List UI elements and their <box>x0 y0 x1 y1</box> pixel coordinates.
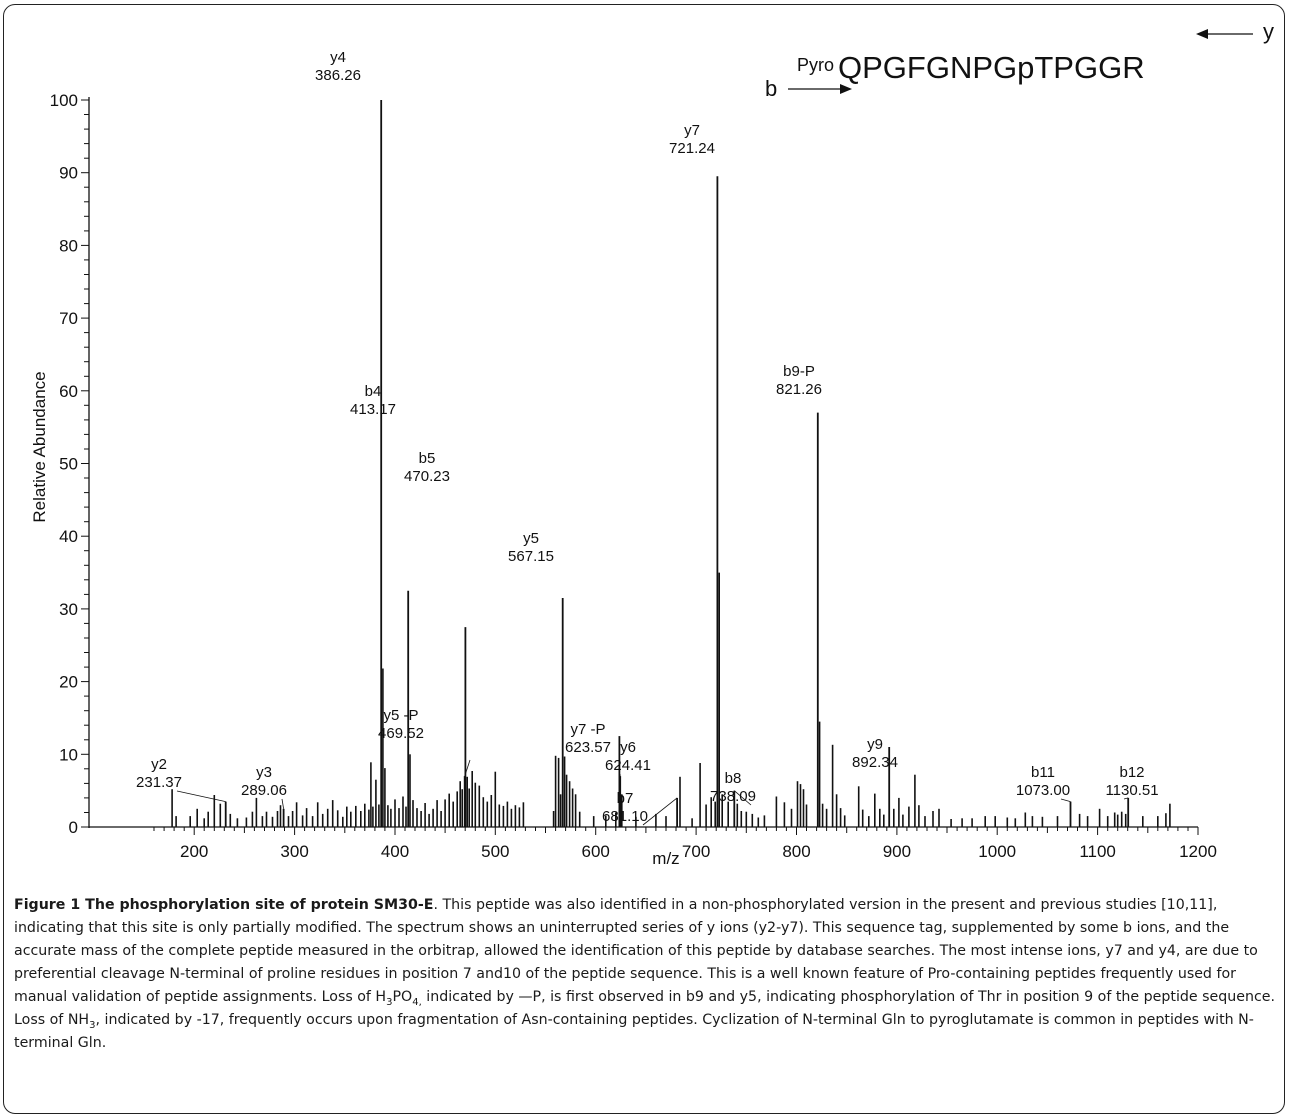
peak-mz-y3: 289.06 <box>241 782 287 799</box>
peak-leader-y5-p <box>464 759 471 777</box>
peak-label-y9: y9 <box>867 736 883 753</box>
figure-frame <box>3 4 1285 1114</box>
x-axis-title: m/z <box>652 849 679 868</box>
spectrum-peaks <box>171 100 1171 827</box>
y-axis-title: Relative Abundance <box>30 371 49 522</box>
y-tick-label: 50 <box>59 455 78 474</box>
peak-label-y7: y7 <box>684 122 700 139</box>
y-tick-label: 10 <box>59 745 78 764</box>
caption-text-3: , indicated by -17, frequently occurs up… <box>14 1012 1254 1051</box>
x-tick-label: 500 <box>481 842 509 861</box>
x-tick-label: 900 <box>883 842 911 861</box>
x-tick-label: 300 <box>280 842 308 861</box>
peak-label-y7-p: y7 -P <box>570 721 605 738</box>
x-tick-label: 200 <box>180 842 208 861</box>
y-tick-label: 90 <box>59 164 78 183</box>
y-tick-label: 30 <box>59 600 78 619</box>
caption-text-1: . This peptide was also identified in a … <box>14 897 1258 1005</box>
caption-title: Figure 1 The phosphorylation site of pro… <box>14 897 434 913</box>
peak-label-b4: b4 <box>365 383 382 400</box>
peak-mz-y6: 624.41 <box>605 757 651 774</box>
peak-leader-b7 <box>642 797 678 826</box>
peak-label-y4: y4 <box>330 49 346 66</box>
x-tick-label: 1200 <box>1179 842 1217 861</box>
x-tick-label: 600 <box>582 842 610 861</box>
x-tick-label: 1000 <box>978 842 1016 861</box>
peak-label-b7: b7 <box>617 790 634 807</box>
x-tick-label: 1100 <box>1079 842 1116 861</box>
b-ion-direction-label: b <box>765 76 777 101</box>
caption-sub-2: 4, <box>412 996 422 1008</box>
peak-leader-b12 <box>1123 797 1129 800</box>
y-tick-label: 70 <box>59 309 78 328</box>
caption-text-mid: PO <box>392 989 413 1005</box>
x-tick-label: 700 <box>682 842 710 861</box>
peak-leader-b8 <box>734 790 752 806</box>
peak-mz-y7-p: 623.57 <box>565 739 611 756</box>
figure-caption: Figure 1 The phosphorylation site of pro… <box>14 894 1276 1055</box>
peak-label-b8: b8 <box>725 770 742 787</box>
peak-label-b9-p: b9-P <box>783 363 815 380</box>
peak-label-y6: y6 <box>620 739 636 756</box>
y-ion-direction-label: y <box>1263 19 1274 44</box>
y-tick-label: 100 <box>50 91 78 110</box>
peak-mz-y9: 892.34 <box>852 754 898 771</box>
axes: 0 10 20 30 40 50 60 70 80 90 100 200 300 400 500 600 700… <box>50 91 1217 861</box>
caption-text-2: indicated by —P, is first observed in b9… <box>14 989 1276 1028</box>
peak-mz-b9-p: 821.26 <box>776 381 822 398</box>
peak-mz-b7: 681.10 <box>602 808 648 825</box>
peak-leader-b11 <box>1060 798 1071 802</box>
peak-label-y5-p: y5 -P <box>383 707 418 724</box>
b-arrowhead <box>840 84 852 94</box>
peak-leader-y2 <box>176 790 226 802</box>
peak-label-y5: y5 <box>523 530 539 547</box>
peak-label-y2: y2 <box>151 756 167 773</box>
y-tick-label: 0 <box>69 818 78 837</box>
peak-mz-y5-p: 469.52 <box>378 725 424 742</box>
peak-label-b5: b5 <box>419 450 436 467</box>
peak-mz-y2: 231.37 <box>136 774 182 791</box>
peak-mz-b12: 1130.51 <box>1105 782 1158 799</box>
peak-mz-y4: 386.26 <box>315 67 361 84</box>
peak-mz-b11: 1073.00 <box>1016 782 1070 799</box>
peak-leader-y3 <box>281 798 284 809</box>
x-tick-label: 800 <box>782 842 810 861</box>
peptide-prefix: Pyro <box>797 55 834 75</box>
peak-label-y3: y3 <box>256 764 272 781</box>
caption-sub-3: 3 <box>89 1019 96 1031</box>
caption-sub-1: 3 <box>386 996 393 1008</box>
peak-label-b12: b12 <box>1119 764 1144 781</box>
peak-mz-b5: 470.23 <box>404 468 450 485</box>
y-tick-label: 40 <box>59 527 78 546</box>
peptide-sequence: Pyro QPGFGNPGpTPGGR b y <box>765 19 1274 101</box>
peak-mz-y7: 721.24 <box>669 140 715 157</box>
peak-mz-b4: 413.17 <box>350 401 396 418</box>
y-tick-label: 20 <box>59 673 78 692</box>
y-tick-label: 80 <box>59 236 78 255</box>
peak-label-b11: b11 <box>1031 764 1055 781</box>
peak-mz-y5: 567.15 <box>508 548 554 565</box>
y-arrowhead <box>1196 29 1208 39</box>
x-tick-label: 400 <box>381 842 409 861</box>
y-tick-label: 60 <box>59 382 78 401</box>
mass-spectrum-chart: 0 10 20 30 40 50 60 70 80 90 100 200 300 400 500 600 700… <box>30 19 1274 868</box>
peak-mz-b8: 738.09 <box>710 788 756 805</box>
peptide-sequence-text: QPGFGNPGpTPGGR <box>838 50 1145 85</box>
